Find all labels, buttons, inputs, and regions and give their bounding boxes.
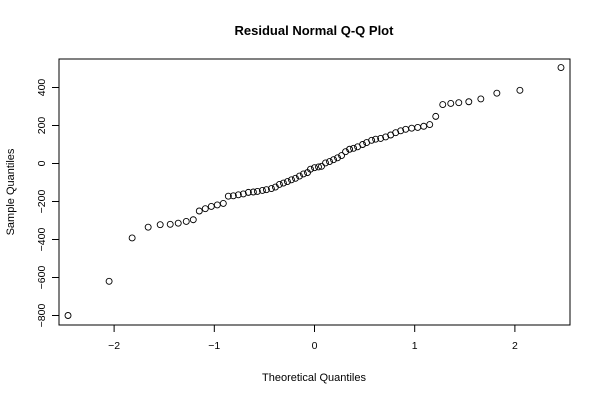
data-point	[275, 180, 283, 188]
plot-frame	[58, 58, 571, 326]
y-axis-label: Sample Quantiles	[5, 148, 17, 235]
data-point	[224, 192, 232, 200]
data-point	[307, 165, 314, 173]
data-point	[318, 162, 325, 170]
data-point	[267, 185, 275, 193]
y-tick-label: 200	[36, 117, 48, 135]
y-axis: −800 −600 −400 −200 0 200 400	[36, 79, 60, 328]
x-tick-label: −2	[108, 340, 120, 352]
data-point	[420, 122, 428, 130]
data-point	[330, 156, 337, 164]
data-point	[414, 123, 422, 131]
y-tick-label: −800	[36, 304, 48, 328]
data-point	[338, 152, 346, 159]
y-tick-label: −600	[36, 266, 48, 290]
data-point	[128, 234, 136, 242]
data-point	[201, 205, 209, 213]
data-point	[253, 187, 261, 195]
data-point	[166, 220, 174, 228]
data-point	[493, 89, 501, 97]
x-axis: −2 −1 0 1 2	[108, 324, 518, 352]
data-point	[432, 112, 440, 120]
y-tick-label: 400	[36, 79, 48, 97]
x-tick-label: 1	[412, 340, 418, 352]
data-point	[292, 174, 299, 182]
data-point	[311, 164, 318, 172]
data-point	[368, 136, 376, 144]
data-point	[439, 101, 447, 109]
data-points	[64, 64, 565, 319]
data-point	[426, 121, 434, 129]
data-point	[372, 135, 380, 143]
data-point	[408, 124, 416, 132]
data-point	[249, 188, 257, 196]
data-point	[322, 159, 329, 167]
data-point	[156, 221, 164, 229]
data-point	[455, 99, 463, 107]
x-tick-label: 2	[512, 340, 518, 352]
data-point	[189, 216, 197, 224]
x-tick-label: −1	[208, 340, 220, 352]
data-point	[283, 178, 291, 186]
data-point	[326, 158, 333, 166]
data-point	[377, 134, 385, 142]
data-point	[229, 192, 237, 200]
data-point	[359, 141, 367, 148]
data-point	[234, 191, 242, 199]
data-point	[182, 217, 190, 225]
data-point	[207, 202, 215, 210]
x-tick-label: 0	[312, 340, 318, 352]
data-point	[465, 98, 473, 106]
data-point	[213, 201, 221, 209]
data-point	[516, 86, 524, 94]
data-point	[195, 207, 203, 215]
x-axis-label: Theoretical Quantiles	[262, 372, 366, 384]
data-point	[447, 100, 455, 107]
data-point	[315, 163, 322, 171]
y-tick-label: −400	[36, 228, 48, 252]
data-point	[397, 127, 405, 135]
data-point	[279, 179, 287, 187]
data-point	[288, 176, 295, 184]
data-point	[105, 277, 113, 285]
data-point	[296, 172, 303, 180]
data-point	[477, 95, 485, 103]
data-point	[300, 170, 307, 178]
data-point	[219, 199, 227, 207]
data-point	[350, 144, 358, 152]
data-point	[557, 64, 565, 72]
data-point	[334, 154, 341, 162]
data-point	[346, 145, 354, 153]
y-tick-label: 0	[36, 160, 48, 166]
chart-title: Residual Normal Q-Q Plot	[235, 23, 395, 38]
data-point	[262, 186, 270, 194]
data-point	[244, 188, 252, 196]
data-point	[64, 312, 72, 319]
data-point	[144, 223, 152, 231]
data-point	[174, 219, 182, 227]
y-tick-label: −200	[36, 190, 48, 214]
data-point	[239, 190, 247, 198]
data-point	[258, 187, 266, 194]
